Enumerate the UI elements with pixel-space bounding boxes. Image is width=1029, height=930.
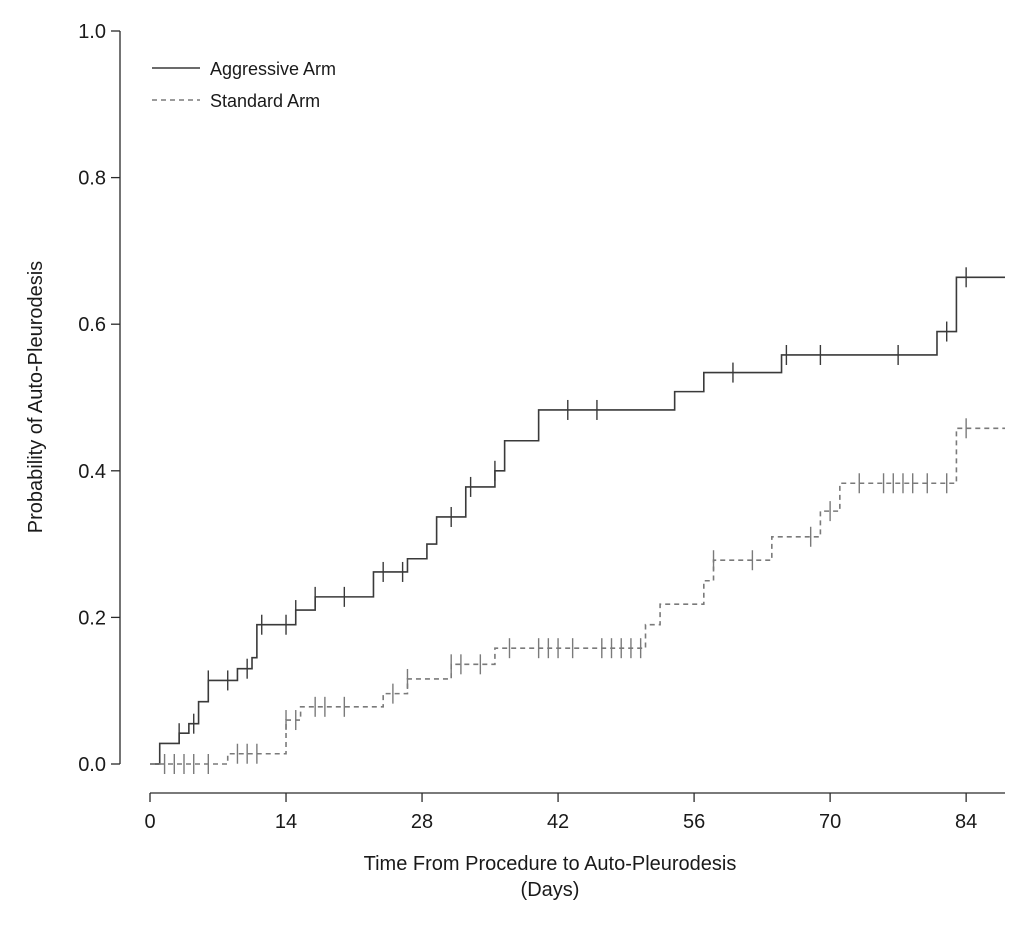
- x-tick-label: 84: [955, 811, 977, 833]
- y-axis-title: Probability of Auto-Pleurodesis: [25, 261, 47, 533]
- y-tick-label: 0.0: [78, 754, 106, 776]
- km-step-line: [150, 276, 1005, 765]
- legend-label-standard: Standard Arm: [210, 91, 320, 111]
- series-aggressive-arm: [150, 267, 1005, 765]
- series-layer: [150, 267, 1005, 774]
- y-tick-label: 0.8: [78, 168, 106, 190]
- x-tick-label: 14: [275, 811, 297, 833]
- x-tick-label: 70: [819, 811, 841, 833]
- series-standard-arm: [150, 418, 1005, 774]
- x-tick-label: 42: [547, 811, 569, 833]
- y-tick-label: 0.2: [78, 607, 106, 629]
- y-tick-label: 0.6: [78, 314, 106, 336]
- x-tick-label: 28: [411, 811, 433, 833]
- x-axis-unit: (Days): [521, 879, 580, 901]
- x-tick-label: 56: [683, 811, 705, 833]
- y-tick-label: 0.4: [78, 461, 106, 483]
- y-tick-label: 1.0: [78, 21, 106, 43]
- x-axis-title: Time From Procedure to Auto-Pleurodesis: [364, 853, 737, 875]
- km-step-line: [150, 427, 1005, 765]
- legend-label-aggressive: Aggressive Arm: [210, 59, 336, 79]
- legend: Aggressive Arm Standard Arm: [152, 59, 336, 111]
- x-tick-label: 0: [144, 811, 155, 833]
- axes: 0.0 0.2 0.4 0.6 0.8 1.0 0 14 28 42 56 70 84: [78, 21, 1005, 833]
